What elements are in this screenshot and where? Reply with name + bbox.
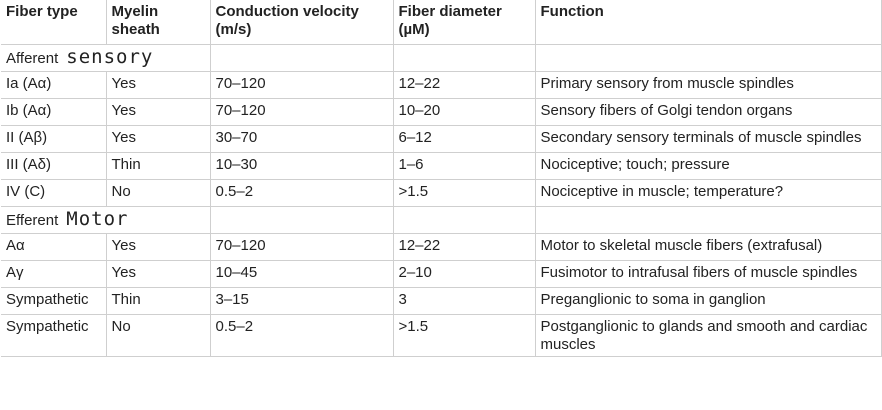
cell: Ia (Aα)	[1, 71, 107, 99]
table-row: III (Aδ) Thin 10–30 1–6 Nociceptive; touch; …	[1, 152, 882, 180]
fiber-table: Fiber type Myelin sheath Conduction veloci…	[1, 0, 882, 357]
cell: No	[105, 314, 211, 357]
header-cell: Conduction velocity (m/s)	[209, 0, 394, 45]
cell: 70–120	[209, 71, 394, 99]
cell: 3–15	[209, 287, 394, 315]
cell: Preganglionic to soma in ganglion	[534, 287, 882, 315]
cell: >1.5	[392, 179, 536, 207]
cell: III (Aδ)	[1, 152, 107, 180]
cell: Sensory fibers of Golgi tendon organs	[534, 98, 882, 126]
cell: Motor to skeletal muscle fibers (extrafu…	[534, 233, 882, 261]
cell: 10–30	[209, 152, 394, 180]
table-row: Sympathetic No 0.5–2 >1.5 Postganglionic to …	[1, 314, 882, 357]
section-label: Afferent	[6, 50, 59, 67]
header-cell: Fiber diameter (µM)	[392, 0, 536, 45]
empty-cell	[534, 44, 882, 72]
cell: 3	[392, 287, 536, 315]
cell: Yes	[105, 98, 211, 126]
cell: Secondary sensory terminals of muscle sp…	[534, 125, 882, 153]
empty-cell	[209, 44, 394, 72]
cell: 70–120	[209, 233, 394, 261]
cell: Sympathetic	[1, 287, 107, 315]
table-row: IV (C) No 0.5–2 >1.5 Nociceptive in muscle; …	[1, 179, 882, 207]
cell: II (Aβ)	[1, 125, 107, 153]
table-row: Sympathetic Thin 3–15 3 Preganglionic to som…	[1, 287, 882, 315]
table-row: Aγ Yes 10–45 2–10 Fusimotor to intrafusal fi…	[1, 260, 882, 288]
cell: IV (C)	[1, 179, 107, 207]
cell: >1.5	[392, 314, 536, 357]
cell: 30–70	[209, 125, 394, 153]
cell: No	[105, 179, 211, 207]
cell: Fusimotor to intrafusal fibers of muscle…	[534, 260, 882, 288]
cell: 2–10	[392, 260, 536, 288]
header-row: Fiber type Myelin sheath Conduction veloci…	[1, 0, 882, 45]
header-cell: Function	[534, 0, 882, 45]
cell: Primary sensory from muscle spindles	[534, 71, 882, 99]
empty-cell	[392, 44, 536, 72]
cell: Sympathetic	[1, 314, 107, 357]
cell: 0.5–2	[209, 314, 394, 357]
empty-cell	[209, 206, 394, 234]
empty-cell	[534, 206, 882, 234]
handwritten-annotation: sensory	[66, 46, 154, 68]
cell: Aα	[1, 233, 107, 261]
cell: 1–6	[392, 152, 536, 180]
cell: 0.5–2	[209, 179, 394, 207]
table-row: Ia (Aα) Yes 70–120 12–22 Primary sensory fro…	[1, 71, 882, 99]
cell: 12–22	[392, 233, 536, 261]
cell: Aγ	[1, 260, 107, 288]
cell: Nociceptive; touch; pressure	[534, 152, 882, 180]
header-cell: Myelin sheath	[105, 0, 211, 45]
cell: 70–120	[209, 98, 394, 126]
cell: 6–12	[392, 125, 536, 153]
cell: Yes	[105, 71, 211, 99]
handwritten-annotation: Motor	[66, 208, 129, 230]
cell: Postganglionic to glands and smooth and …	[534, 314, 882, 357]
cell: Yes	[105, 125, 211, 153]
section-cell: Efferent Motor	[1, 206, 211, 234]
section-label: Efferent	[6, 212, 59, 229]
cell: Ib (Aα)	[1, 98, 107, 126]
cell: 10–45	[209, 260, 394, 288]
cell: Yes	[105, 260, 211, 288]
cell: Nociceptive in muscle; temperature?	[534, 179, 882, 207]
cell: 10–20	[392, 98, 536, 126]
section-cell: Afferent sensory	[1, 44, 211, 72]
table-row: Afferent sensory	[1, 44, 882, 72]
table-row: Aα Yes 70–120 12–22 Motor to skeletal muscle…	[1, 233, 882, 261]
table-row: Ib (Aα) Yes 70–120 10–20 Sensory fibers of G…	[1, 98, 882, 126]
empty-cell	[392, 206, 536, 234]
cell: Thin	[105, 287, 211, 315]
cell: Thin	[105, 152, 211, 180]
table-row: Efferent Motor	[1, 206, 882, 234]
table-body: Afferent sensory Ia (Aα) Yes 70–120 12–22 Prim…	[1, 44, 882, 357]
header-cell: Fiber type	[1, 0, 107, 45]
cell: Yes	[105, 233, 211, 261]
table-row: II (Aβ) Yes 30–70 6–12 Secondary sensory ter…	[1, 125, 882, 153]
cell: 12–22	[392, 71, 536, 99]
